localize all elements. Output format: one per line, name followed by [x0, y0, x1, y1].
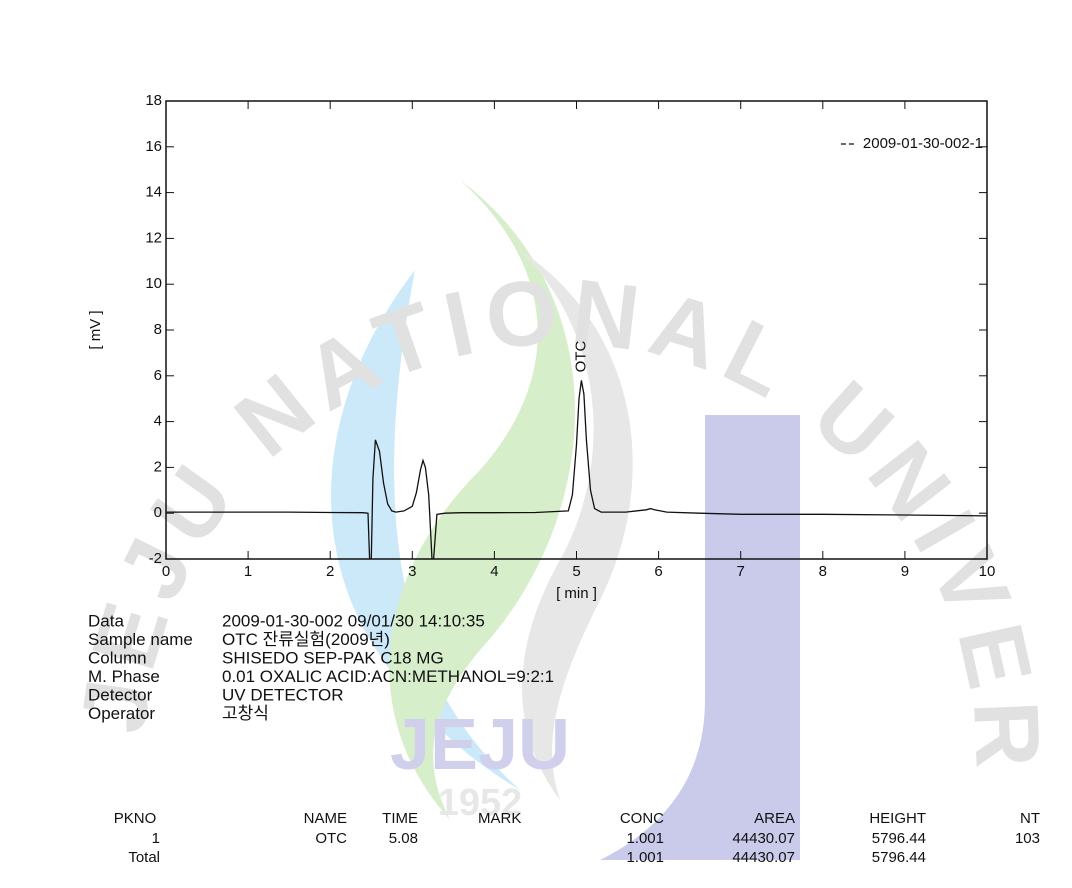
- trace-line: [166, 380, 987, 559]
- table-header: NT: [1020, 810, 1040, 827]
- info-key: Detector: [88, 685, 153, 704]
- peak-label: OTC: [572, 341, 589, 373]
- info-key: Data: [88, 611, 124, 630]
- x-tick-label: 6: [654, 563, 662, 580]
- table-cell: 1.001: [626, 830, 664, 847]
- y-axis-label: [ mV ]: [87, 310, 104, 349]
- table-cell: 44430.07: [732, 830, 795, 847]
- x-tick-label: 4: [490, 563, 498, 580]
- watermark-shape: [331, 270, 520, 790]
- table-cell: Total: [128, 849, 160, 866]
- info-key: Sample name: [88, 630, 193, 649]
- info-key: Operator: [88, 704, 155, 723]
- table-cell: 5796.44: [872, 830, 926, 847]
- y-tick-label: 14: [145, 184, 162, 201]
- table-header: HEIGHT: [869, 810, 926, 827]
- watermark-logo: JEJU: [390, 705, 570, 785]
- table-header: CONC: [620, 810, 664, 827]
- legend-label: 2009-01-30-002-1: [863, 135, 983, 152]
- table-cell: 44430.07: [732, 849, 795, 866]
- x-tick-label: 0: [162, 563, 170, 580]
- table-header: AREA: [754, 810, 795, 827]
- info-block: Data 2009-01-30-002 09/01/30 14:10:35 Samp…: [88, 611, 554, 723]
- x-tick-label: 5: [572, 563, 580, 580]
- table-cell: 103: [1015, 830, 1040, 847]
- table-header: TIME: [382, 810, 418, 827]
- info-value: 0.01 OXALIC ACID:ACN:METHANOL=9:2:1: [222, 667, 554, 686]
- table-cell: 1: [152, 830, 160, 847]
- x-tick-label: 3: [408, 563, 416, 580]
- table-cell: 1.001: [626, 849, 664, 866]
- info-value: 고창식: [222, 704, 269, 723]
- info-value: UV DETECTOR: [222, 685, 344, 704]
- watermark-shape: [520, 250, 633, 800]
- x-tick-label: 7: [737, 563, 745, 580]
- info-value: OTC 잔류실험(2009년): [222, 630, 390, 649]
- x-tick-label: 1: [244, 563, 252, 580]
- info-key: M. Phase: [88, 667, 160, 686]
- y-tick-label: 6: [154, 367, 162, 384]
- y-tick-label: 10: [145, 275, 162, 292]
- x-tick-label: 8: [819, 563, 827, 580]
- table-header: PKNO: [114, 810, 157, 827]
- x-axis-label: [ min ]: [556, 585, 597, 602]
- y-tick-label: 4: [154, 413, 162, 430]
- info-value: 2009-01-30-002 09/01/30 14:10:35: [222, 611, 485, 630]
- table-header: NAME: [304, 810, 347, 827]
- y-tick-label: 16: [145, 138, 162, 155]
- watermark-shape: [389, 180, 575, 820]
- y-tick-label: 2: [154, 458, 162, 475]
- y-tick-label: 12: [145, 229, 162, 246]
- info-value: SHISEDO SEP-PAK C18 MG: [222, 648, 444, 667]
- info-key: Column: [88, 648, 147, 667]
- watermark-shape: [600, 415, 800, 860]
- y-tick-label: 18: [145, 92, 162, 109]
- peak-table: PKNO NAME TIME MARK CONC AREA HEIGHT NT 1 OTC 5.08…: [114, 810, 1040, 866]
- x-tick-label: 2: [326, 563, 334, 580]
- x-tick-label: 9: [901, 563, 909, 580]
- y-tick-label: 8: [154, 321, 162, 338]
- watermark-year: 1952: [438, 782, 523, 824]
- table-cell: OTC: [315, 830, 347, 847]
- y-tick-label: 0: [154, 504, 162, 521]
- x-tick-label: 10: [979, 563, 996, 580]
- table-cell: 5.08: [389, 830, 418, 847]
- watermark: JEJU NATIONAL UNIVERSITY 1952 JEJU 1952: [0, 0, 1045, 860]
- table-header: MARK: [478, 810, 521, 827]
- y-tick-label: -2: [149, 550, 162, 567]
- table-cell: 5796.44: [872, 849, 926, 866]
